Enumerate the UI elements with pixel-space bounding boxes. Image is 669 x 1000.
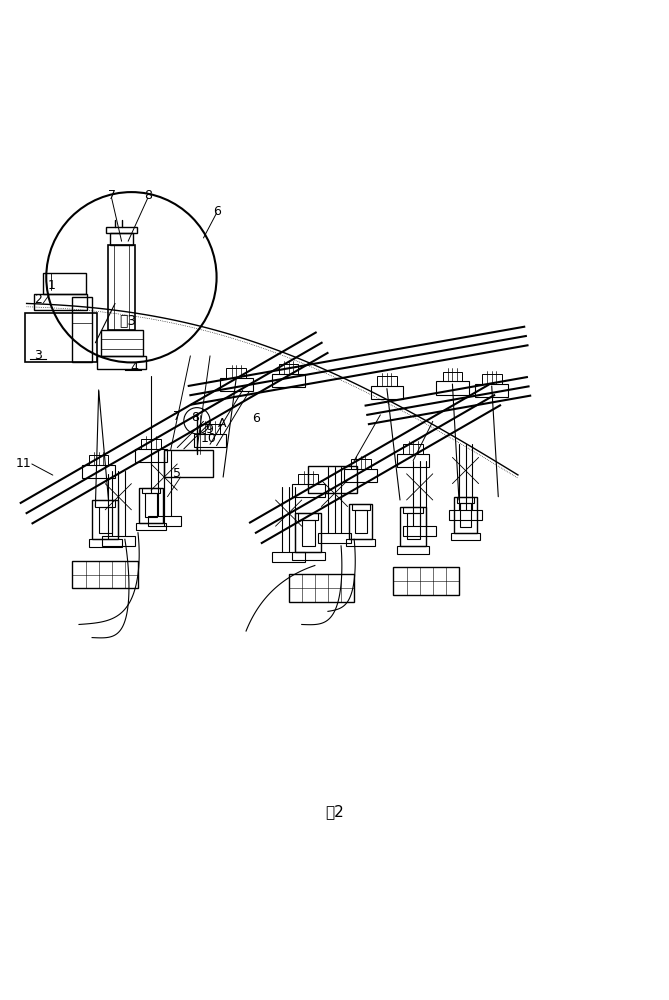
Bar: [97, 356, 147, 369]
Bar: [346, 539, 375, 546]
Text: 图2: 图2: [325, 804, 344, 819]
Text: 9: 9: [205, 423, 213, 436]
Text: 3: 3: [34, 349, 41, 362]
Bar: [397, 546, 429, 554]
Bar: [308, 466, 357, 493]
Bar: [345, 469, 377, 482]
Bar: [142, 488, 160, 493]
Text: 2: 2: [34, 293, 41, 306]
Bar: [89, 455, 108, 465]
Bar: [139, 488, 163, 523]
Bar: [352, 504, 369, 510]
Bar: [351, 459, 371, 469]
Bar: [482, 374, 502, 384]
Bar: [460, 503, 472, 527]
Bar: [148, 516, 181, 526]
Text: A: A: [217, 417, 226, 430]
Bar: [100, 330, 142, 356]
Bar: [106, 227, 137, 233]
Bar: [449, 510, 482, 520]
Bar: [436, 381, 469, 395]
Bar: [272, 374, 305, 387]
Text: 7: 7: [173, 410, 181, 423]
Bar: [272, 552, 305, 562]
Bar: [292, 484, 324, 497]
Text: 5: 5: [173, 467, 181, 480]
Text: 图3: 图3: [120, 313, 136, 327]
Bar: [35, 294, 87, 310]
Bar: [298, 474, 318, 484]
Text: 11: 11: [15, 457, 31, 470]
Bar: [302, 520, 315, 546]
Bar: [134, 449, 167, 462]
Bar: [371, 386, 403, 399]
Text: 8: 8: [191, 411, 199, 424]
Bar: [200, 424, 220, 434]
Bar: [292, 552, 324, 560]
Text: 7: 7: [108, 189, 116, 202]
Bar: [443, 372, 462, 381]
Bar: [476, 384, 508, 397]
Bar: [108, 245, 134, 330]
Bar: [403, 507, 423, 513]
Bar: [377, 376, 397, 386]
Bar: [89, 539, 122, 547]
Bar: [110, 233, 132, 245]
Text: 6: 6: [252, 412, 260, 425]
Bar: [298, 513, 318, 520]
Text: 6: 6: [213, 205, 221, 218]
Bar: [393, 567, 459, 595]
Bar: [403, 444, 423, 454]
Bar: [295, 513, 321, 552]
Bar: [349, 504, 373, 539]
Text: 4: 4: [130, 361, 138, 374]
Bar: [102, 536, 134, 546]
Bar: [318, 533, 351, 543]
Bar: [25, 313, 98, 362]
Bar: [457, 497, 474, 503]
Bar: [92, 500, 118, 539]
Bar: [400, 507, 426, 546]
Bar: [82, 465, 115, 478]
Bar: [407, 513, 419, 539]
Bar: [355, 510, 367, 533]
Bar: [403, 526, 436, 536]
Text: 10: 10: [201, 432, 217, 445]
Bar: [279, 364, 298, 374]
Bar: [43, 273, 86, 294]
Bar: [141, 439, 161, 449]
Text: 8: 8: [144, 189, 152, 202]
Bar: [397, 454, 429, 467]
Bar: [136, 523, 166, 530]
Bar: [145, 493, 157, 517]
Bar: [220, 378, 253, 391]
Bar: [454, 497, 477, 533]
Bar: [96, 500, 115, 507]
Text: 1: 1: [47, 279, 56, 292]
Bar: [193, 434, 226, 447]
Bar: [226, 368, 246, 378]
Bar: [98, 507, 112, 533]
Bar: [451, 533, 480, 540]
Bar: [72, 297, 92, 362]
Bar: [164, 450, 213, 477]
Bar: [288, 574, 354, 602]
Bar: [72, 561, 138, 588]
